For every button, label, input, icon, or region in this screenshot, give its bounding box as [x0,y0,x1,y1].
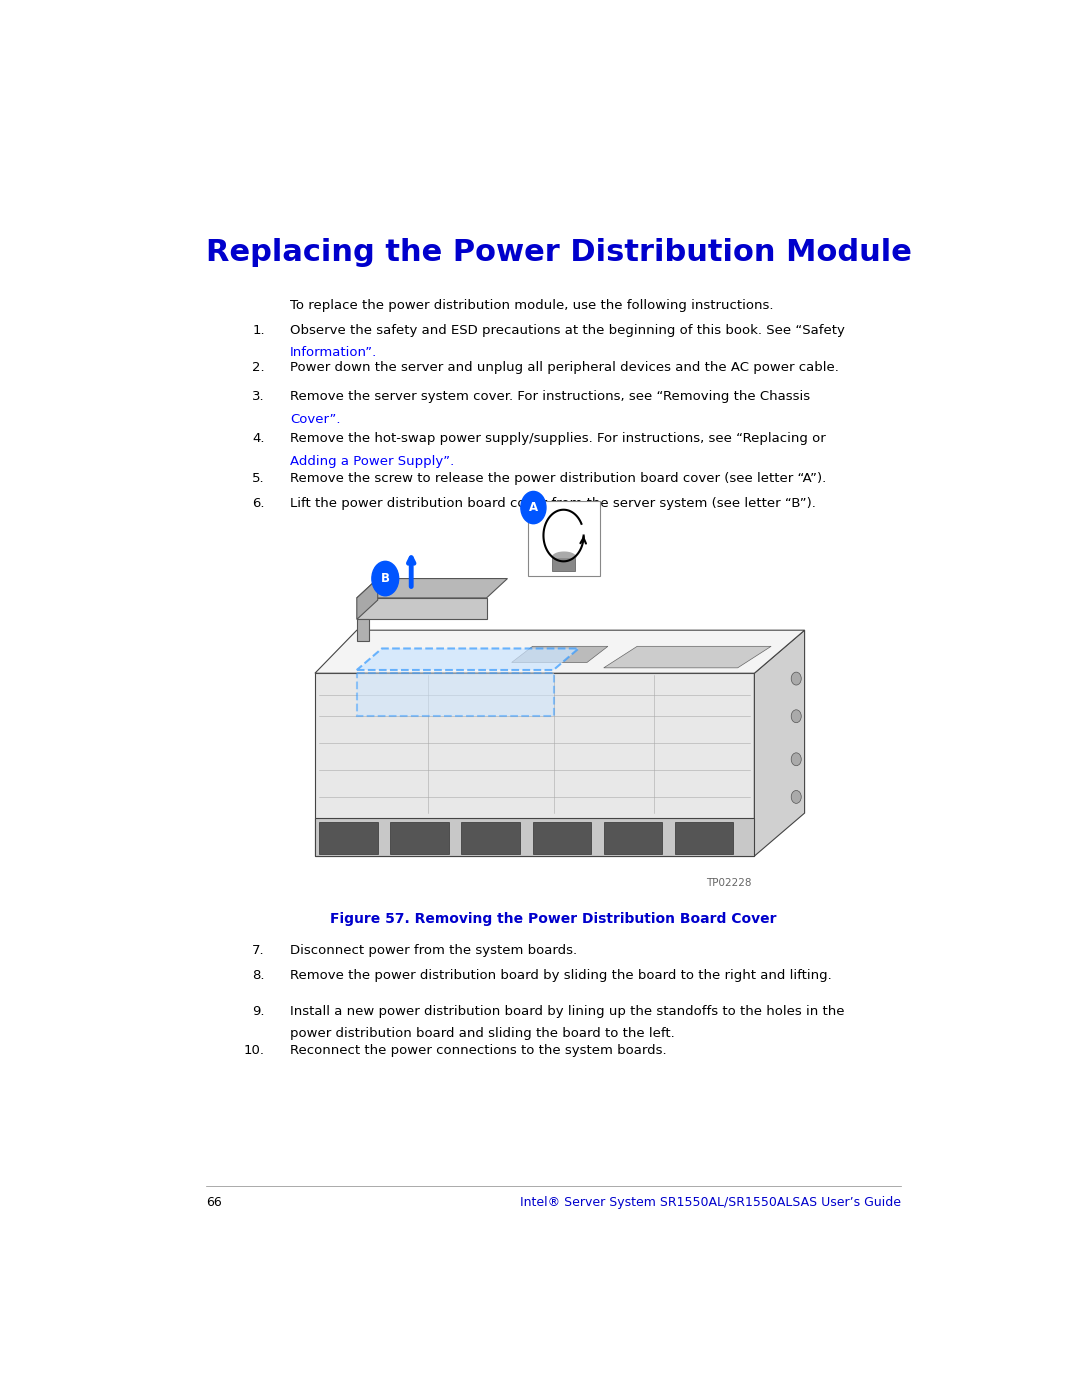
Text: Adding a Power Supply”.: Adding a Power Supply”. [289,455,454,468]
Polygon shape [315,630,805,673]
Circle shape [792,791,801,803]
Polygon shape [320,821,378,854]
Text: 8.: 8. [253,970,265,982]
Polygon shape [356,578,508,598]
Text: 4.: 4. [253,432,265,446]
Polygon shape [512,647,608,662]
Text: power distribution board and sliding the board to the left.: power distribution board and sliding the… [289,1027,675,1041]
Text: 5.: 5. [252,472,265,485]
Text: Figure 57. Removing the Power Distribution Board Cover: Figure 57. Removing the Power Distributi… [330,912,777,926]
Polygon shape [675,821,733,854]
Text: Remove the server system cover. For instructions, see “Removing the Chassis: Remove the server system cover. For inst… [289,390,810,404]
Text: To replace the power distribution module, use the following instructions.: To replace the power distribution module… [289,299,773,312]
Text: 66: 66 [206,1196,221,1208]
Polygon shape [754,630,805,856]
Text: Intel® Server System SR1550AL/SR1550ALSAS User’s Guide: Intel® Server System SR1550AL/SR1550ALSA… [519,1196,901,1208]
Text: B: B [381,571,390,585]
Text: 6.: 6. [253,497,265,510]
Text: 2.: 2. [252,362,265,374]
Circle shape [792,753,801,766]
Polygon shape [356,619,369,641]
Polygon shape [532,821,591,854]
Text: 10.: 10. [244,1045,265,1058]
Text: Reconnect the power connections to the system boards.: Reconnect the power connections to the s… [289,1045,666,1058]
Text: Lift the power distribution board cover from the server system (see letter “B”).: Lift the power distribution board cover … [289,497,815,510]
Circle shape [521,492,546,524]
Text: Remove the screw to release the power distribution board cover (see letter “A”).: Remove the screw to release the power di… [289,472,826,485]
Text: Disconnect power from the system boards.: Disconnect power from the system boards. [289,944,577,957]
Polygon shape [604,647,771,668]
Circle shape [372,562,399,595]
Polygon shape [315,673,754,856]
Text: Remove the hot-swap power supply/supplies. For instructions, see “Replacing or: Remove the hot-swap power supply/supplie… [289,432,825,446]
Text: Observe the safety and ESD precautions at the beginning of this book. See “Safet: Observe the safety and ESD precautions a… [289,324,845,337]
Polygon shape [315,819,754,856]
Text: Remove the power distribution board by sliding the board to the right and liftin: Remove the power distribution board by s… [289,970,832,982]
Polygon shape [552,557,576,571]
Text: Power down the server and unplug all peripheral devices and the AC power cable.: Power down the server and unplug all per… [289,362,839,374]
Polygon shape [604,821,662,854]
Text: Replacing the Power Distribution Module: Replacing the Power Distribution Module [206,237,912,267]
Polygon shape [356,598,486,619]
Polygon shape [356,648,579,671]
Text: 7.: 7. [252,944,265,957]
Text: 3.: 3. [252,390,265,404]
Text: Install a new power distribution board by lining up the standoffs to the holes i: Install a new power distribution board b… [289,1004,845,1017]
Text: Information”.: Information”. [289,346,377,359]
Text: 1.: 1. [252,324,265,337]
Text: Cover”.: Cover”. [289,414,340,426]
Polygon shape [461,821,521,854]
Circle shape [792,710,801,722]
Polygon shape [356,673,554,717]
Polygon shape [356,578,378,619]
Text: A: A [529,502,538,514]
Polygon shape [528,502,599,577]
Text: TP02228: TP02228 [706,877,752,887]
Circle shape [792,672,801,685]
Text: 9.: 9. [253,1004,265,1017]
Polygon shape [390,821,449,854]
